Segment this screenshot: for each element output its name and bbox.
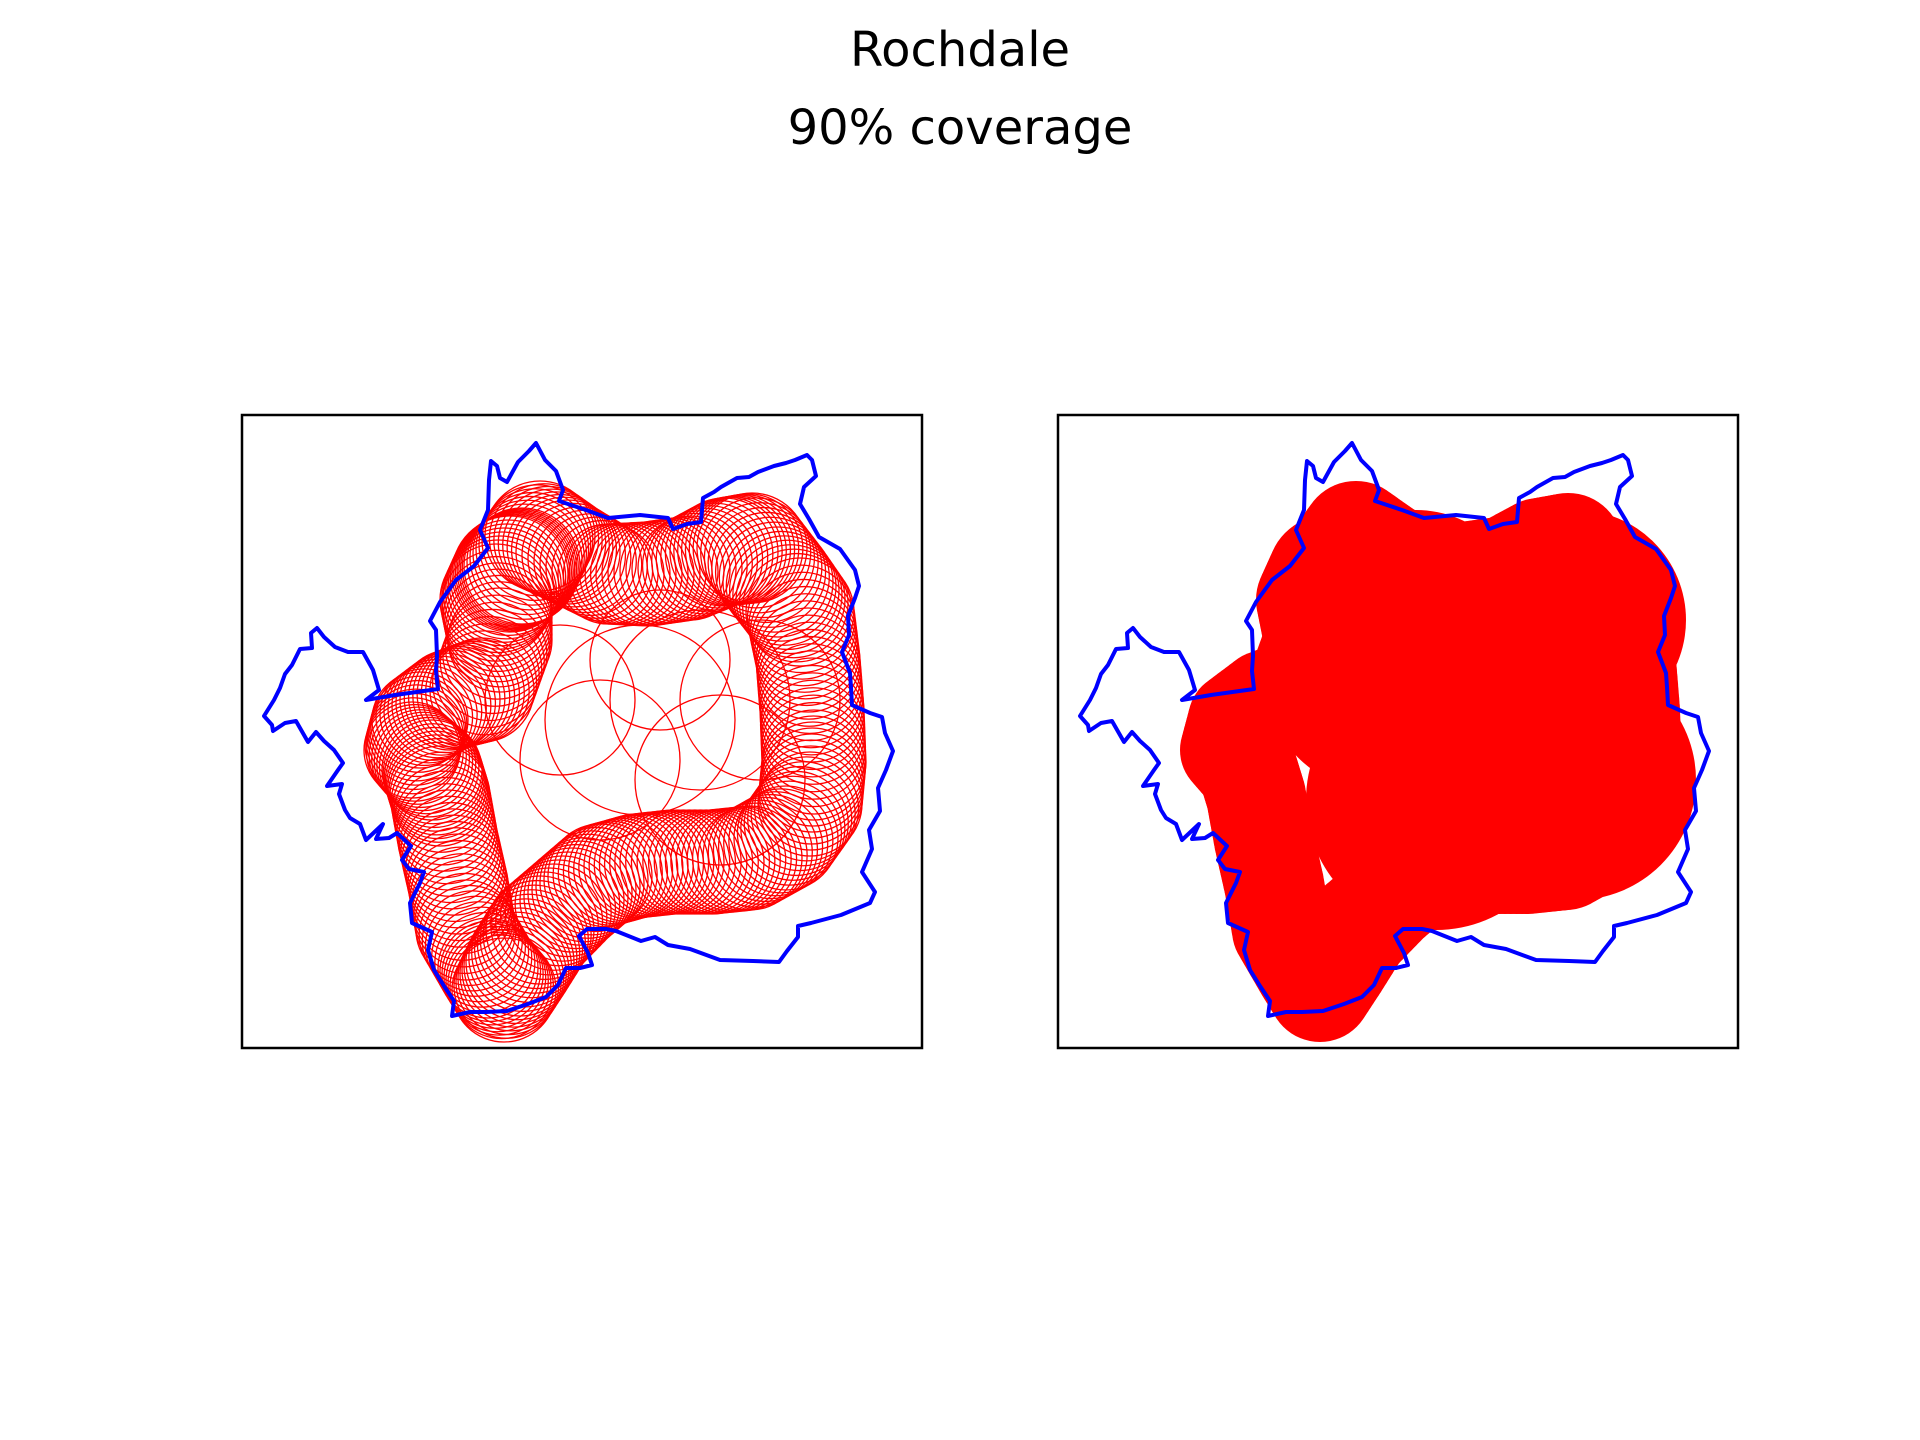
coverage-circle-130 [562,819,669,925]
coverage-circle-interior-261 [519,679,681,841]
coverage-circle-214 [367,684,466,782]
coverage-circle-core-269 [1456,660,1696,900]
coverage-circle-200 [384,730,487,832]
figure-title: Rochdale [849,22,1071,78]
coverage-circle-204 [378,716,480,818]
coverage-circle-215 [369,679,467,778]
coverage-circle-54 [714,516,827,628]
coverage-circle-209 [365,703,464,802]
coverage-circle-154 [465,907,575,1017]
coverage-circle-79 [759,672,866,778]
coverage-circle-5 [478,488,592,602]
coverage-circle-101 [717,793,824,900]
coverage-circle-203 [381,719,483,821]
coverage-circle-251 [449,519,567,637]
coverage-circle-134 [543,826,649,933]
coverage-circle-interior-262 [634,694,806,866]
coverage-circle-249 [446,527,562,643]
coverage-circle-52 [707,506,819,619]
coverage-circle-202 [382,723,484,825]
coverage-circle-37 [646,510,753,617]
coverage-circle-129 [567,817,674,923]
coverage-circle-164 [445,928,549,1033]
coverage-circle-138 [527,840,633,946]
coverage-circle-15 [521,502,627,608]
right-rochdale-boundary [1078,441,1711,1018]
coverage-circle-interior-263 [589,589,731,731]
coverage-circle-237 [444,594,551,700]
coverage-circle-247 [442,535,558,650]
coverage-circle-217 [371,671,469,769]
coverage-circle-interior-259 [544,624,736,816]
coverage-circle-184 [404,820,506,923]
coverage-circle-258 [461,508,579,626]
coverage-circle-132 [552,821,658,928]
coverage-circle-58 [728,535,840,646]
coverage-circle-248 [444,531,560,647]
right-panel-frame [1056,413,1740,1050]
coverage-circle-23 [568,522,671,626]
coverage-circle-core-271 [1306,510,1526,730]
coverage-circle-interior-264 [484,624,636,776]
left-rochdale-boundary [262,441,895,1018]
coverage-circle-256 [458,510,576,629]
right-panel-filled-circles [1056,413,1740,1050]
coverage-circle-99 [728,788,834,894]
left-panel-frame [240,413,924,1050]
coverage-circle-53 [711,511,823,624]
coverage-circle-144 [499,863,608,971]
coverage-circle-254 [454,513,573,631]
coverage-circle-core-272 [1466,510,1686,730]
coverage-circle-253 [453,514,571,632]
coverage-circle-71 [755,614,862,720]
coverage-circle-165 [443,925,547,1029]
coverage-circle-49 [696,492,808,604]
coverage-circle-208 [368,706,467,805]
coverage-circle-220 [383,661,483,761]
coverage-circle-interior-265 [679,619,841,781]
coverage-circle-168 [437,917,539,1019]
coverage-circle-interior-260 [609,609,791,791]
coverage-circle-30 [607,519,713,625]
coverage-circle-257 [459,509,578,627]
coverage-circle-213 [366,688,465,786]
coverage-circle-135 [539,830,645,936]
left-panel-outline-circles [240,413,924,1050]
coverage-circle-255 [456,511,574,630]
coverage-circle-153 [468,902,578,1013]
coverage-circle-185 [403,814,505,916]
coverage-circle-1 [466,503,583,620]
left-coverage-circles [363,480,867,1043]
coverage-circle-250 [447,523,565,640]
coverage-circle-91 [757,751,863,857]
coverage-circle-198 [387,737,489,840]
coverage-circle-207 [371,709,471,809]
coverage-circle-140 [519,847,625,953]
coverage-circle-183 [405,827,508,929]
figure-subtitle: 90% coverage [787,100,1133,156]
coverage-circle-252 [451,515,569,633]
right-coverage-circles [1180,481,1696,1042]
coverage-circle-167 [439,920,542,1023]
coverage-circle-55 [718,521,830,633]
coverage-circle-3 [472,495,588,611]
coverage-circle-57 [725,530,837,642]
coverage-circle-163 [447,931,552,1036]
coverage-circle-236 [442,601,548,707]
